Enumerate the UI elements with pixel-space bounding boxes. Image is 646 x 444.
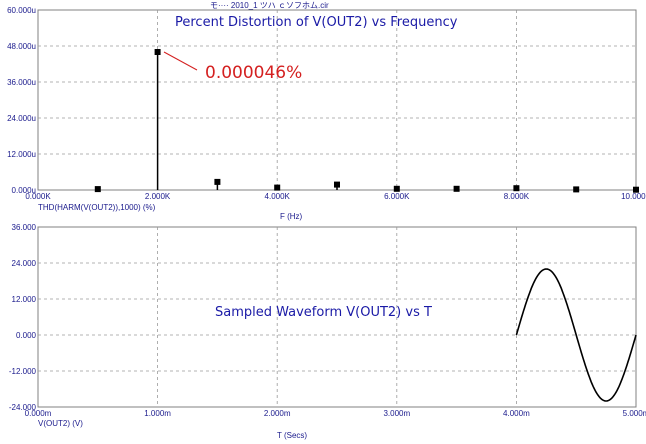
distortion-bar-marker xyxy=(154,49,161,55)
waveform-x-axis-label: T (Secs) xyxy=(277,431,307,440)
distortion-y-axis-label: THD(HARM(V(OUT2)),1000) (%) xyxy=(38,203,156,212)
waveform-y-tick-label: 0.000 xyxy=(16,331,37,340)
waveform-plot-frame xyxy=(37,226,637,408)
distortion-bar-marker xyxy=(633,186,639,193)
distortion-x-tick-label: 10.000K xyxy=(621,192,646,201)
distortion-bars xyxy=(94,49,639,193)
distortion-bar-marker xyxy=(94,186,101,193)
waveform-chart: 36.000 24.000 12.000 0.000 -12.000 -24.000 0.… xyxy=(9,223,646,440)
distortion-chart: 0.000u 12.000u 24.000u 36.000u 48.000u 60.000… xyxy=(7,6,646,221)
distortion-bar-marker xyxy=(573,186,580,193)
waveform-line xyxy=(515,268,637,402)
distortion-y-tick-label: 24.000u xyxy=(7,114,36,123)
distortion-bar-marker xyxy=(513,185,520,192)
distortion-x-axis-label: F (Hz) xyxy=(280,212,303,221)
distortion-bar-marker xyxy=(214,178,221,185)
waveform-title: Sampled Waveform V(OUT2) vs T xyxy=(215,305,432,320)
distortion-x-tick-label: 0.000K xyxy=(25,192,51,201)
distortion-bar-marker xyxy=(453,185,460,192)
waveform-x-tick-label: 0.000m xyxy=(25,409,52,418)
distortion-title: Percent Distortion of V(OUT2) vs Frequen… xyxy=(175,15,458,30)
waveform-y-tick-label: 24.000 xyxy=(12,259,37,268)
distortion-y-tick-label: 48.000u xyxy=(7,42,36,51)
distortion-x-tick-label: 8.000K xyxy=(504,192,530,201)
waveform-x-tick-label: 4.000m xyxy=(503,409,530,418)
waveform-y-tick-label: 12.000 xyxy=(12,295,37,304)
distortion-grid xyxy=(38,10,636,190)
distortion-y-ticks: 0.000u 12.000u 24.000u 36.000u 48.000u 60.000… xyxy=(7,6,36,195)
distortion-x-tick-label: 6.000K xyxy=(384,192,410,201)
distortion-bar-marker xyxy=(274,184,281,191)
waveform-x-tick-label: 2.000m xyxy=(264,409,291,418)
waveform-y-tick-label: -12.000 xyxy=(9,367,37,376)
distortion-bar-marker xyxy=(393,185,400,192)
waveform-grid xyxy=(38,227,636,407)
distortion-y-tick-label: 60.000u xyxy=(7,6,36,15)
distortion-y-tick-label: 12.000u xyxy=(7,150,36,159)
waveform-y-tick-label: -24.000 xyxy=(9,403,37,412)
annotation-leader-line xyxy=(163,51,198,71)
waveform-series xyxy=(515,268,637,402)
waveform-y-tick-label: 36.000 xyxy=(12,223,37,232)
waveform-y-axis-label: V(OUT2) (V) xyxy=(38,419,83,428)
distortion-bar-marker xyxy=(334,181,340,188)
waveform-y-ticks: 36.000 24.000 12.000 0.000 -12.000 -24.000 xyxy=(9,223,37,412)
waveform-x-tick-label: 1.000m xyxy=(144,409,171,418)
distortion-x-ticks: 0.000K 2.000K 4.000K 6.000K 8.000K 10.000K xyxy=(25,192,646,201)
distortion-y-tick-label: 36.000u xyxy=(7,78,36,87)
waveform-x-ticks: 0.000m 1.000m 2.000m 3.000m 4.000m 5.000m xyxy=(25,409,646,418)
waveform-x-tick-label: 3.000m xyxy=(383,409,410,418)
distortion-annotation: 0.000046% xyxy=(205,63,302,83)
distortion-plot-frame xyxy=(37,9,637,191)
distortion-x-tick-label: 2.000K xyxy=(145,192,171,201)
window-title: モ···· 2010_1 ツハ ｃソフホム.cir xyxy=(210,1,329,10)
waveform-x-tick-label: 5.000m xyxy=(623,409,646,418)
distortion-y-tick-label: 0.000u xyxy=(12,186,36,195)
distortion-x-tick-label: 4.000K xyxy=(265,192,291,201)
